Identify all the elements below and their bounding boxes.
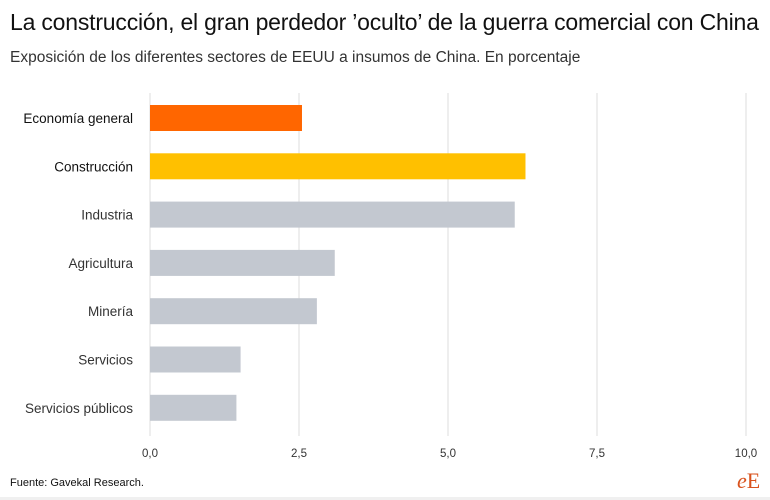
bottom-rule — [0, 497, 770, 500]
x-tick-label: 2,5 — [291, 448, 307, 460]
chart-subtitle: Exposición de los diferentes sectores de… — [10, 49, 581, 66]
category-label: Economía general — [23, 111, 133, 126]
category-label: Industria — [81, 208, 133, 223]
bar-chart: Economía general Construcción Industria Agr… — [23, 93, 757, 460]
x-tick-labels: 0,0 2,5 5,0 7,5 10,0 — [142, 448, 757, 460]
x-tick-label: 10,0 — [735, 448, 757, 460]
publisher-logo: eE — [737, 468, 761, 493]
category-label: Servicios públicos — [25, 401, 133, 416]
x-tick-label: 5,0 — [440, 448, 456, 460]
bar — [150, 249, 335, 276]
category-labels: Economía general Construcción Industria Agr… — [23, 111, 133, 416]
bar — [150, 201, 515, 228]
chart-title: La construcción, el gran perdedor ’ocult… — [10, 9, 759, 35]
x-tick-label: 7,5 — [589, 448, 605, 460]
bar — [150, 298, 317, 325]
category-label: Construcción — [54, 159, 133, 174]
category-label: Minería — [88, 304, 134, 319]
bar — [150, 105, 302, 131]
bar — [150, 153, 526, 180]
bars — [150, 105, 526, 421]
bar — [150, 346, 241, 373]
x-tick-label: 0,0 — [142, 448, 158, 460]
category-label: Agricultura — [68, 256, 133, 271]
bar — [150, 394, 237, 421]
category-label: Servicios — [78, 353, 133, 368]
source-note: Fuente: Gavekal Research. — [10, 477, 144, 489]
